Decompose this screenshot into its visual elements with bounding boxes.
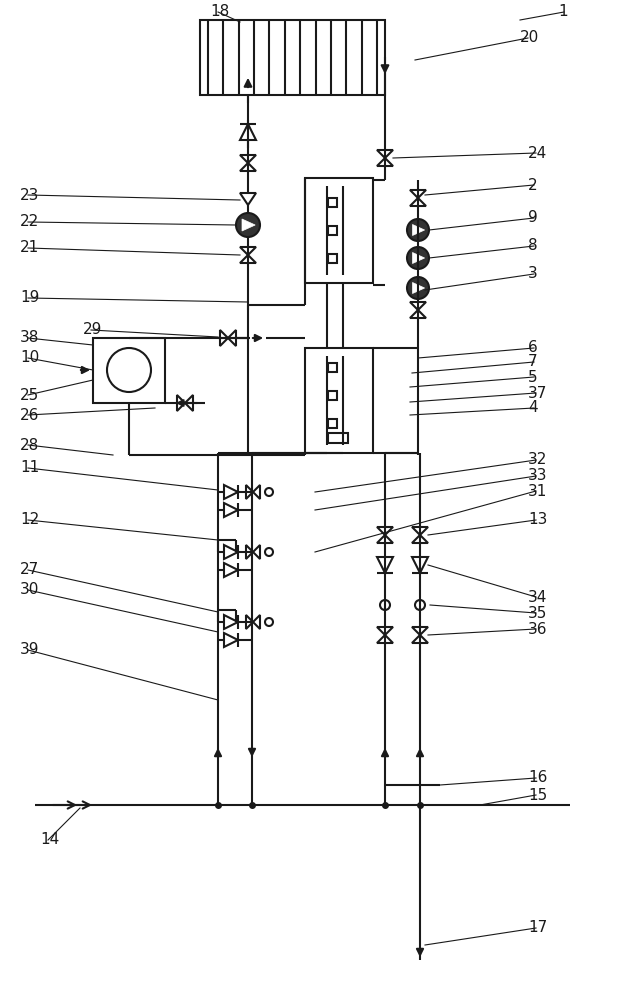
Polygon shape xyxy=(377,150,393,158)
Bar xyxy=(305,178,373,283)
Text: 37: 37 xyxy=(528,385,547,400)
Text: 39: 39 xyxy=(20,643,40,658)
Polygon shape xyxy=(224,563,238,577)
Polygon shape xyxy=(412,627,428,635)
Polygon shape xyxy=(253,615,260,629)
Polygon shape xyxy=(377,627,393,635)
Polygon shape xyxy=(228,330,236,346)
Text: 30: 30 xyxy=(20,582,39,597)
Text: 16: 16 xyxy=(528,770,547,786)
Text: 15: 15 xyxy=(528,788,547,802)
Polygon shape xyxy=(246,485,253,499)
Polygon shape xyxy=(413,252,424,263)
Text: 33: 33 xyxy=(528,468,547,484)
Polygon shape xyxy=(177,395,185,411)
Bar xyxy=(93,338,165,403)
Text: 9: 9 xyxy=(528,211,538,226)
Text: 8: 8 xyxy=(528,238,538,253)
Polygon shape xyxy=(412,557,428,573)
Bar xyxy=(328,433,348,443)
Text: 20: 20 xyxy=(520,30,539,45)
Text: 29: 29 xyxy=(83,322,103,338)
Text: 22: 22 xyxy=(20,215,39,230)
Bar xyxy=(328,391,337,400)
Text: 25: 25 xyxy=(20,387,39,402)
Polygon shape xyxy=(412,527,428,535)
Circle shape xyxy=(407,277,429,299)
Bar xyxy=(328,198,337,207)
Text: 19: 19 xyxy=(20,290,39,306)
Text: 38: 38 xyxy=(20,330,39,346)
Polygon shape xyxy=(220,330,228,346)
Text: 10: 10 xyxy=(20,351,39,365)
Polygon shape xyxy=(240,155,256,163)
Text: 12: 12 xyxy=(20,512,39,528)
Text: 4: 4 xyxy=(528,400,538,416)
Bar xyxy=(200,20,385,95)
Text: 27: 27 xyxy=(20,562,39,578)
Polygon shape xyxy=(240,163,256,171)
Polygon shape xyxy=(377,158,393,166)
Polygon shape xyxy=(240,193,256,205)
Text: 26: 26 xyxy=(20,408,39,422)
Polygon shape xyxy=(240,255,256,263)
Text: 2: 2 xyxy=(528,178,538,192)
Circle shape xyxy=(407,219,429,241)
Text: 6: 6 xyxy=(528,340,538,356)
Text: 31: 31 xyxy=(528,484,547,498)
Polygon shape xyxy=(377,635,393,643)
Polygon shape xyxy=(224,485,238,499)
Polygon shape xyxy=(224,615,238,629)
Circle shape xyxy=(407,247,429,269)
Polygon shape xyxy=(185,395,193,411)
Polygon shape xyxy=(246,615,253,629)
Polygon shape xyxy=(413,282,424,294)
Polygon shape xyxy=(410,190,426,198)
Bar xyxy=(305,348,373,453)
Polygon shape xyxy=(240,247,256,255)
Text: 23: 23 xyxy=(20,188,39,202)
Text: 14: 14 xyxy=(40,832,59,848)
Text: 1: 1 xyxy=(558,4,568,19)
Text: 28: 28 xyxy=(20,438,39,452)
Text: 3: 3 xyxy=(528,266,538,282)
Text: 5: 5 xyxy=(528,369,538,384)
Polygon shape xyxy=(224,503,238,517)
Text: 18: 18 xyxy=(210,4,229,19)
Bar xyxy=(328,363,337,372)
Polygon shape xyxy=(224,633,238,647)
Text: 11: 11 xyxy=(20,460,39,476)
Polygon shape xyxy=(377,535,393,543)
Circle shape xyxy=(236,213,260,237)
Polygon shape xyxy=(413,225,424,235)
Polygon shape xyxy=(410,310,426,318)
Text: 24: 24 xyxy=(528,145,547,160)
Bar xyxy=(328,419,337,428)
Polygon shape xyxy=(410,302,426,310)
Polygon shape xyxy=(246,545,253,559)
Text: 17: 17 xyxy=(528,920,547,936)
Text: 13: 13 xyxy=(528,512,547,528)
Polygon shape xyxy=(377,527,393,535)
Text: 7: 7 xyxy=(528,355,538,369)
Polygon shape xyxy=(412,635,428,643)
Text: 36: 36 xyxy=(528,621,547,637)
Bar xyxy=(328,254,337,263)
Polygon shape xyxy=(253,485,260,499)
Polygon shape xyxy=(224,545,238,559)
Polygon shape xyxy=(377,557,393,573)
Text: 34: 34 xyxy=(528,589,547,604)
Polygon shape xyxy=(410,198,426,206)
Text: 32: 32 xyxy=(528,452,547,468)
Polygon shape xyxy=(253,545,260,559)
Text: 21: 21 xyxy=(20,240,39,255)
Polygon shape xyxy=(240,124,256,140)
Polygon shape xyxy=(242,219,255,231)
Polygon shape xyxy=(412,535,428,543)
Bar xyxy=(328,226,337,235)
Text: 35: 35 xyxy=(528,605,547,620)
